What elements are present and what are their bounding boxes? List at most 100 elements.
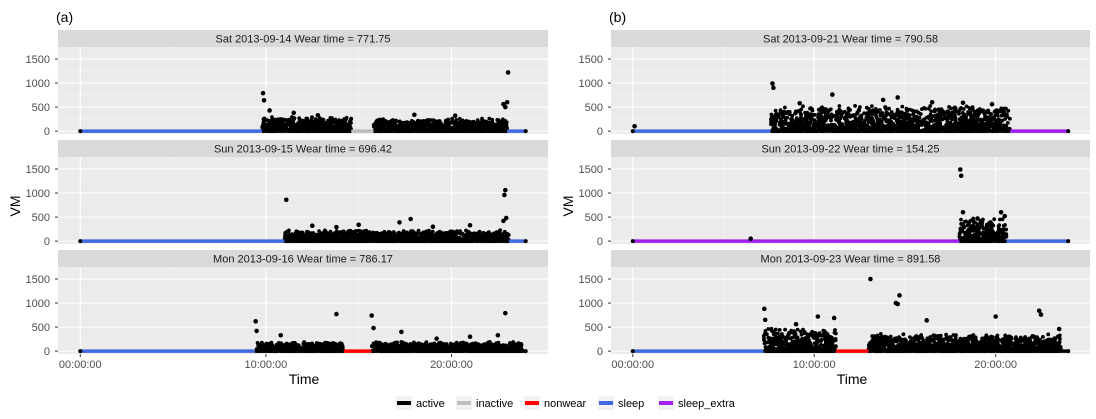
activity-point bbox=[427, 118, 432, 122]
activity-point bbox=[466, 229, 471, 234]
activity-point bbox=[409, 125, 413, 130]
activity-point bbox=[326, 341, 331, 346]
activity-point bbox=[342, 117, 347, 121]
peak-point bbox=[412, 112, 417, 118]
activity-point bbox=[438, 233, 443, 238]
activity-point bbox=[309, 344, 314, 349]
peak-point bbox=[283, 197, 289, 203]
activity-point bbox=[301, 342, 306, 346]
activity-point bbox=[421, 121, 426, 125]
activity-point bbox=[380, 344, 385, 349]
activity-point bbox=[288, 125, 293, 129]
activity-point bbox=[294, 343, 299, 347]
activity-point bbox=[311, 234, 316, 239]
activity-point bbox=[316, 232, 321, 237]
activity-point bbox=[481, 120, 485, 125]
activity-point bbox=[437, 229, 442, 234]
activity-point bbox=[300, 230, 305, 235]
peak-point bbox=[356, 222, 361, 228]
activity-point bbox=[486, 230, 491, 235]
activity-point bbox=[331, 120, 336, 125]
activity-point bbox=[461, 232, 465, 237]
activity-point bbox=[427, 235, 432, 240]
activity-point bbox=[504, 120, 509, 125]
activity-point bbox=[406, 122, 410, 127]
x-tick-label: 00:00:00 bbox=[59, 359, 102, 371]
activity-point bbox=[317, 122, 322, 127]
activity-point bbox=[311, 122, 315, 127]
activity-point bbox=[273, 123, 278, 127]
activity-point bbox=[477, 124, 482, 129]
peak-point bbox=[397, 220, 402, 225]
activity-point bbox=[398, 121, 403, 126]
activity-point bbox=[489, 123, 494, 128]
activity-point bbox=[316, 119, 321, 123]
activity-point bbox=[283, 231, 288, 236]
activity-point bbox=[900, 104, 905, 109]
activity-point bbox=[485, 346, 490, 350]
activity-point bbox=[446, 124, 450, 128]
activity-point bbox=[454, 118, 459, 122]
activity-point bbox=[403, 234, 407, 239]
activity-point bbox=[801, 104, 805, 109]
end-point bbox=[523, 349, 528, 354]
activity-point bbox=[456, 125, 461, 130]
activity-point bbox=[486, 341, 491, 346]
activity-point bbox=[292, 116, 297, 120]
activity-point bbox=[433, 234, 438, 239]
activity-point bbox=[270, 115, 274, 120]
peak-point bbox=[254, 328, 259, 334]
activity-point bbox=[259, 345, 264, 349]
activity-point bbox=[291, 120, 296, 125]
y-tick-label: 0 bbox=[44, 126, 50, 138]
peak-point bbox=[334, 224, 339, 230]
activity-point bbox=[433, 119, 438, 124]
activity-point bbox=[320, 117, 325, 122]
activity-point bbox=[500, 344, 505, 349]
y-tick-label: 0 bbox=[597, 126, 603, 138]
panel-a-tag: (a) bbox=[56, 9, 73, 25]
activity-point bbox=[376, 233, 380, 238]
activity-point bbox=[498, 228, 503, 233]
activity-point bbox=[391, 236, 395, 240]
x-tick-label: 20:00:00 bbox=[430, 359, 473, 371]
activity-point bbox=[455, 229, 459, 234]
activity-point bbox=[343, 120, 347, 124]
activity-point bbox=[495, 118, 500, 122]
activity-point bbox=[334, 125, 338, 129]
y-tick-label: 1500 bbox=[26, 164, 50, 176]
activity-point bbox=[436, 119, 441, 124]
peak-point bbox=[504, 99, 510, 105]
facet-strip-label: Sat 2013-09-14 Wear time = 771.75 bbox=[216, 34, 391, 46]
peak-point bbox=[408, 216, 413, 222]
activity-point bbox=[393, 124, 397, 129]
start-point bbox=[78, 239, 83, 244]
peak-point bbox=[315, 112, 321, 118]
peak-point bbox=[503, 215, 509, 221]
activity-point bbox=[887, 106, 891, 111]
activity-point bbox=[285, 118, 290, 123]
activity-point bbox=[477, 120, 482, 125]
activity-point bbox=[472, 120, 477, 125]
facet-strip-label: Sat 2013-09-21 Wear time = 790.58 bbox=[763, 34, 938, 46]
activity-point bbox=[305, 232, 310, 237]
x-tick-label: 10:00:00 bbox=[244, 359, 287, 371]
activity-point bbox=[328, 116, 333, 120]
end-point bbox=[523, 239, 528, 244]
activity-point bbox=[389, 121, 394, 126]
activity-point bbox=[429, 345, 434, 350]
activity-point bbox=[933, 107, 937, 112]
activity-point bbox=[448, 121, 453, 125]
peak-point bbox=[399, 329, 404, 335]
peak-point bbox=[495, 332, 501, 338]
activity-point bbox=[427, 125, 432, 130]
activity-point bbox=[481, 232, 486, 237]
y-tick-label: 1500 bbox=[26, 274, 50, 286]
activity-point bbox=[380, 125, 385, 130]
activity-point bbox=[412, 123, 417, 128]
y-tick-label: 1500 bbox=[579, 54, 603, 66]
activity-point bbox=[432, 342, 437, 347]
activity-point bbox=[500, 122, 505, 127]
activity-point bbox=[319, 126, 324, 131]
